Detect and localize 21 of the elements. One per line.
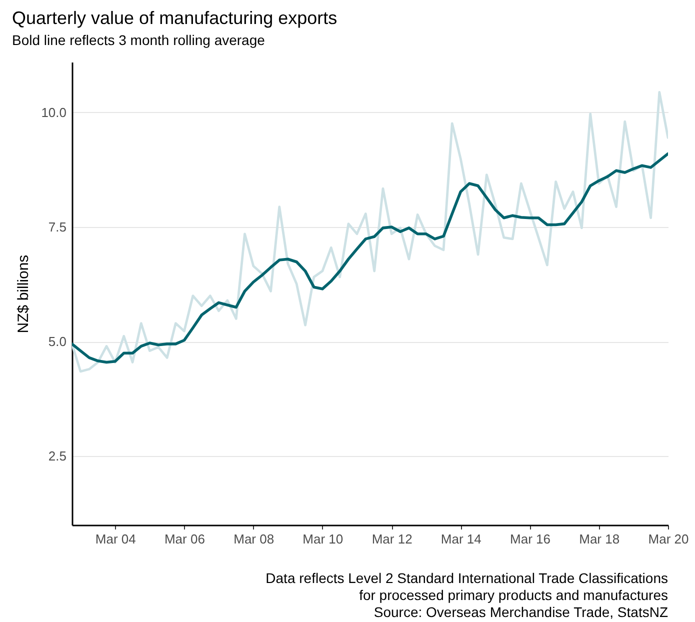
x-tick-label: Mar 08 bbox=[234, 532, 274, 546]
y-axis-title: NZ$ billions bbox=[15, 254, 32, 334]
source-note: Source: Overseas Merchandise Trade, StatsNZ bbox=[372, 604, 668, 621]
text: for processed primary products and manufactures bbox=[358, 587, 668, 604]
y-tick-label: 10.0 bbox=[41, 104, 66, 120]
text: Data reflects Level 2 Standard International Trade Classifications bbox=[266, 570, 668, 587]
y-tick-label: 2.5 bbox=[48, 448, 66, 464]
x-tick-label: Mar 04 bbox=[95, 532, 136, 546]
chart-title: Quarterly value of manufacturing exports bbox=[12, 8, 338, 28]
x-tick-label: Mar 12 bbox=[372, 532, 412, 546]
y-tick-label: 7.5 bbox=[48, 220, 66, 235]
chart-subtitle: Bold line reflects 3 month rolling average bbox=[12, 32, 266, 48]
x-tick-label: Mar 18 bbox=[579, 532, 620, 546]
line-series bbox=[72, 152, 668, 364]
y-tick-label: 5.0 bbox=[48, 334, 66, 350]
x-tick-label: Mar 10 bbox=[302, 532, 344, 546]
x-tick-label: Mar 16 bbox=[510, 532, 551, 546]
x-tick-label: Mar 14 bbox=[440, 532, 482, 546]
x-tick-label: Mar 20 bbox=[648, 532, 689, 546]
x-tick-label: Mar 06 bbox=[164, 532, 205, 546]
line-series bbox=[72, 91, 668, 373]
